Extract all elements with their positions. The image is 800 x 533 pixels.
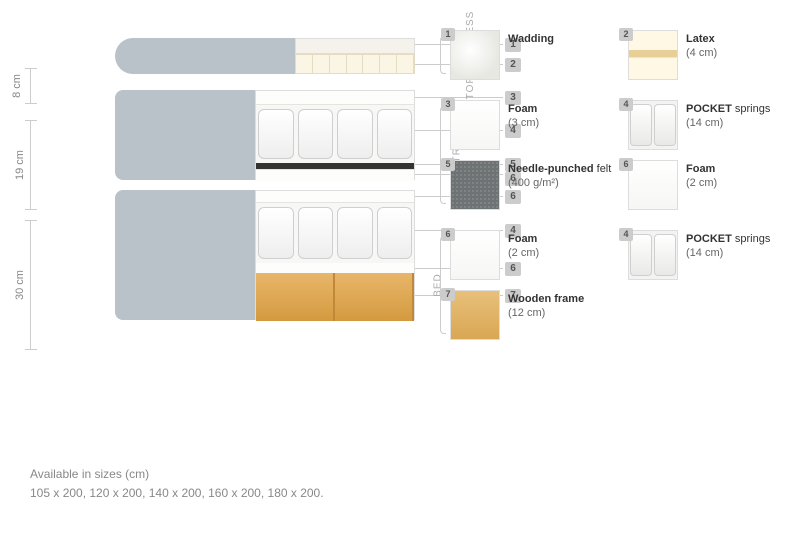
legend-item: 6 Foam(2 cm)	[450, 230, 612, 280]
layer-wadding	[295, 38, 415, 54]
fabric-cover	[115, 190, 255, 320]
dim-label: 8 cm	[11, 74, 23, 98]
swatch-wrap: 6	[628, 160, 678, 210]
material-swatch	[628, 230, 678, 280]
cross-section-panel: 1 2 3 4 5	[0, 0, 420, 533]
item-number-badge: 1	[441, 28, 455, 41]
layer-foam-2cm	[256, 263, 414, 273]
legend-group: TOP MATTRESS1Wadding2Latex(4 cm)	[420, 30, 790, 80]
dim-8cm: 8 cm	[30, 68, 70, 104]
legend-item: 4POCKET springs(14 cm)	[628, 100, 790, 150]
item-number-badge: 6	[441, 228, 455, 241]
leader-line	[415, 97, 503, 98]
layer-foam-2cm	[256, 191, 414, 203]
group-bracket	[440, 36, 446, 74]
item-text: Wooden frame(12 cm)	[508, 290, 584, 340]
section-bed: 6 4 6 7	[115, 190, 415, 330]
legend-item: 7Wooden frame(12 cm)	[450, 290, 615, 340]
swatch-wrap: 3	[450, 100, 500, 150]
legend-item: 3 Foam(3 cm)	[450, 100, 612, 150]
dim-label: 19 cm	[14, 150, 26, 180]
item-text: Foam(2 cm)	[508, 230, 539, 280]
legend-item: 2 Latex(4 cm)	[628, 30, 790, 80]
legend-row: 7Wooden frame(12 cm)	[450, 290, 790, 340]
legend-row: 3Foam(3 cm)4POCKET springs(14 cm)	[450, 100, 790, 150]
legend-item: 4POCKET springs(14 cm)	[628, 230, 790, 280]
layer-foam-2cm	[256, 169, 414, 181]
sizes-heading: Available in sizes (cm)	[30, 465, 324, 484]
layer-foam-3cm	[256, 91, 414, 105]
swatch-wrap: 1	[450, 30, 500, 80]
sizes-list: 105 x 200, 120 x 200, 140 x 200, 160 x 2…	[30, 484, 324, 503]
swatch-wrap: 5	[450, 160, 500, 210]
item-number-badge: 4	[619, 98, 633, 111]
item-text: Needle-punched felt(400 g/m²)	[508, 160, 611, 210]
item-number-badge: 5	[441, 158, 455, 171]
layer-pocket-springs	[256, 105, 414, 163]
legend-group: MATTRESS3Foam(3 cm)4POCKET springs(14 cm…	[420, 100, 790, 210]
item-text: Foam(2 cm)	[686, 160, 717, 210]
item-number-badge: 7	[441, 288, 455, 301]
section-top-mattress: 1 2	[115, 30, 415, 80]
group-bracket	[440, 106, 446, 204]
infographic: 1 2 3 4 5	[0, 0, 800, 533]
fabric-cover	[115, 38, 295, 74]
mid-cutaway	[255, 90, 415, 180]
material-swatch	[450, 100, 500, 150]
swatch-wrap: 7	[450, 290, 500, 340]
mattress-sections: 1 2 3 4 5	[115, 30, 415, 330]
group-bracket	[440, 236, 446, 334]
layer-latex	[295, 54, 415, 74]
legend-item: 6 Foam(2 cm)	[628, 160, 790, 210]
layer-pocket-springs	[256, 203, 414, 263]
material-swatch	[628, 160, 678, 210]
legend-group: BED6Foam(2 cm)4POCKET springs(14 cm)7Woo…	[420, 230, 790, 340]
item-text: Wadding	[508, 30, 554, 80]
item-text: POCKET springs(14 cm)	[686, 230, 770, 280]
swatch-wrap: 4	[628, 100, 678, 150]
legend-item: 5Needle-punched felt(400 g/m²)	[450, 160, 612, 210]
top-cutaway	[295, 38, 415, 74]
item-text: POCKET springs(14 cm)	[686, 100, 770, 150]
item-number-badge: 3	[441, 98, 455, 111]
sizes-footer: Available in sizes (cm) 105 x 200, 120 x…	[30, 465, 324, 503]
legend-panel: TOP MATTRESS1Wadding2Latex(4 cm)MATTRESS…	[420, 0, 800, 533]
dimension-column: 8 cm 19 cm 30 cm	[30, 60, 70, 350]
swatch-wrap: 4	[628, 230, 678, 280]
legend-row: 5Needle-punched felt(400 g/m²) 6 Foam(2 cm…	[450, 160, 790, 210]
material-swatch	[450, 230, 500, 280]
material-swatch	[450, 30, 500, 80]
bed-cutaway	[255, 190, 415, 320]
swatch-wrap: 2	[628, 30, 678, 80]
swatch-wrap: 6	[450, 230, 500, 280]
section-mattress: 3 4 5 6	[115, 90, 415, 180]
material-swatch	[628, 100, 678, 150]
item-text: Latex(4 cm)	[686, 30, 717, 80]
item-text: Foam(3 cm)	[508, 100, 539, 150]
legend-row: 6Foam(2 cm)4POCKET springs(14 cm)	[450, 230, 790, 280]
dim-label: 30 cm	[14, 270, 26, 300]
fabric-cover	[115, 90, 255, 180]
layer-wood-frame	[256, 273, 414, 321]
dim-30cm: 30 cm	[30, 220, 70, 350]
item-number-badge: 4	[619, 228, 633, 241]
material-swatch	[450, 290, 500, 340]
item-number-badge: 2	[619, 28, 633, 41]
material-swatch	[628, 30, 678, 80]
dim-19cm: 19 cm	[30, 120, 70, 210]
material-swatch	[450, 160, 500, 210]
legend-item: 1Wadding	[450, 30, 612, 80]
item-number-badge: 6	[619, 158, 633, 171]
legend-row: 1Wadding 2 Latex(4 cm)	[450, 30, 790, 80]
